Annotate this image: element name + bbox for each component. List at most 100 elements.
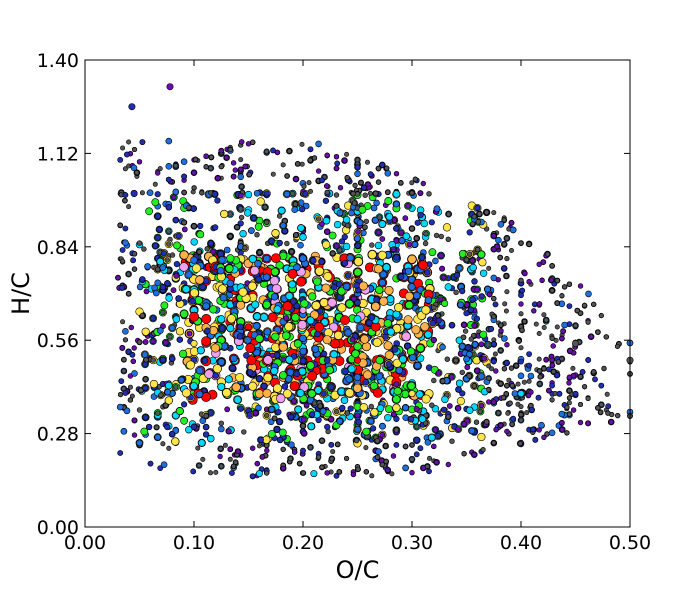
- data-point: [541, 312, 547, 318]
- data-point: [515, 381, 521, 387]
- data-point: [531, 301, 538, 308]
- data-point: [239, 230, 247, 238]
- data-point: [131, 345, 137, 351]
- data-point: [518, 311, 524, 317]
- data-point: [491, 210, 497, 216]
- data-point: [232, 167, 239, 173]
- data-point: [466, 229, 473, 236]
- data-point: [393, 171, 400, 177]
- data-point: [152, 181, 158, 187]
- data-point: [164, 424, 171, 431]
- data-point: [445, 461, 451, 468]
- data-point: [217, 453, 223, 460]
- data-point: [428, 219, 435, 226]
- data-point: [479, 269, 488, 277]
- data-point: [478, 258, 487, 267]
- data-point: [518, 301, 524, 307]
- data-point: [270, 171, 276, 177]
- data-point: [197, 222, 204, 230]
- data-point: [222, 442, 228, 448]
- data-point: [438, 233, 444, 240]
- data-points: [115, 83, 634, 480]
- data-point: [315, 168, 322, 174]
- data-point: [299, 161, 305, 167]
- data-point: [280, 162, 286, 168]
- data-point: [364, 159, 370, 165]
- data-point: [367, 190, 373, 196]
- data-point: [566, 380, 572, 386]
- data-point: [504, 342, 510, 348]
- data-point: [369, 242, 375, 248]
- data-point: [165, 163, 173, 170]
- data-point: [549, 382, 555, 389]
- data-point: [306, 180, 312, 186]
- data-point: [227, 456, 233, 462]
- data-point: [462, 328, 469, 334]
- data-point: [468, 336, 474, 342]
- data-point: [541, 324, 547, 330]
- data-point: [486, 363, 492, 369]
- data-point: [333, 192, 340, 198]
- data-point: [337, 185, 344, 191]
- data-point: [505, 410, 511, 416]
- data-point: [212, 224, 219, 231]
- data-point: [502, 301, 508, 307]
- data-point: [169, 252, 176, 258]
- data-point: [122, 225, 129, 232]
- data-point: [214, 197, 221, 204]
- data-point: [141, 246, 147, 252]
- data-point: [122, 166, 128, 172]
- data-point: [577, 283, 584, 289]
- data-point: [393, 441, 400, 448]
- data-point: [464, 364, 471, 371]
- data-point: [426, 191, 432, 197]
- data-point: [508, 248, 514, 254]
- data-point: [213, 469, 219, 475]
- data-point: [473, 419, 480, 425]
- data-point: [526, 279, 532, 285]
- data-point: [493, 368, 499, 374]
- data-point: [218, 420, 225, 426]
- data-point: [264, 447, 270, 454]
- data-point: [429, 402, 435, 408]
- data-point: [119, 247, 126, 253]
- data-point: [541, 434, 547, 440]
- data-point: [402, 215, 409, 222]
- data-point: [409, 180, 415, 186]
- data-point: [238, 214, 245, 221]
- data-point: [180, 158, 188, 165]
- data-point: [453, 289, 459, 295]
- data-point: [533, 321, 539, 327]
- data-point: [347, 405, 354, 412]
- data-point: [570, 365, 576, 371]
- data-point: [409, 469, 415, 476]
- data-point: [478, 341, 485, 348]
- data-point: [241, 429, 247, 435]
- data-point: [254, 232, 260, 238]
- data-point: [275, 409, 282, 416]
- data-point: [250, 445, 256, 451]
- data-point: [179, 349, 188, 359]
- data-point: [146, 189, 154, 196]
- data-point: [284, 240, 290, 247]
- data-point: [155, 170, 161, 176]
- data-point: [370, 204, 378, 212]
- data-point: [414, 219, 421, 226]
- data-point: [145, 207, 153, 216]
- data-point: [379, 236, 386, 242]
- data-point: [369, 473, 375, 479]
- data-point: [338, 238, 346, 245]
- data-point: [325, 428, 331, 435]
- data-point: [554, 324, 560, 330]
- data-point: [299, 141, 305, 147]
- data-point: [521, 379, 527, 385]
- data-point: [218, 425, 225, 433]
- data-point: [181, 401, 188, 408]
- data-point: [531, 308, 537, 314]
- data-point: [538, 421, 545, 429]
- data-point: [428, 248, 437, 257]
- data-point: [281, 383, 289, 390]
- data-point: [136, 159, 143, 165]
- data-point: [238, 157, 244, 163]
